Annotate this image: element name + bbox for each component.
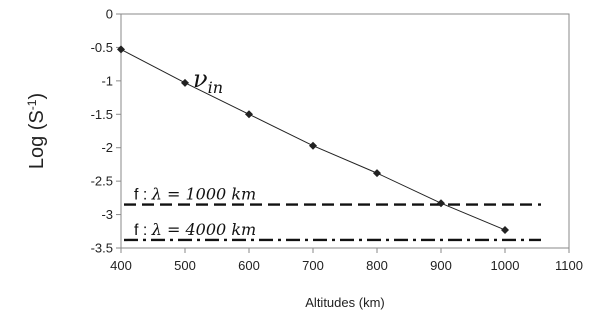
y-tick-label: -0.5 [91,40,113,55]
hline-label-lambda: λ = 4000 [151,220,232,239]
y-tick-label: -3.5 [91,241,113,256]
y-tick-label: -1 [101,73,113,88]
series-group [117,45,509,234]
plot-frame [120,13,570,249]
data-point [117,45,125,54]
x-tick-label: 500 [174,258,196,273]
x-tick-label: 700 [302,258,324,273]
x-axis-title: Altitudes (km) [305,295,384,310]
reference-lines [124,203,541,242]
x-tick-label: 1000 [491,258,520,273]
y-tick-label: -3 [101,207,113,222]
series-label: νin [193,65,223,97]
y-tick-label: -2.5 [91,174,113,189]
y-tick-label: -2 [101,140,113,155]
axes: 400 500 600 700 800 900 1000 1100 0 -0.5 -1 -1.5 -2 -… [25,7,583,311]
data-point [181,78,189,87]
data-point [437,199,445,208]
x-tick-label: 400 [110,258,132,273]
y-axis-title-close: ) [26,93,48,100]
hline-label-prefix: f : [134,222,152,239]
data-point [245,110,253,119]
y-tick-label: 0 [106,7,113,22]
hline-1000km-label: f : λ = 1000 km [134,185,256,204]
x-tick-label: 800 [366,258,388,273]
hline-label-unit: km [231,185,256,204]
series-label-main: ν [193,65,208,93]
x-tick-label: 600 [238,258,260,273]
data-point [501,225,509,234]
hline-4000km-label: f : λ = 4000 km [134,220,256,239]
series-label-subscript: in [208,78,223,97]
y-axis-title: Log (S-1) [25,93,48,169]
y-axis-title-superscript: -1 [25,99,39,110]
hline-label-lambda: λ = 1000 [151,185,232,204]
y-tick-label: -1.5 [91,107,113,122]
x-tick-label: 1100 [555,258,583,273]
hline-label-prefix: f : [134,187,152,204]
y-axis-title-main: Log (S [26,110,48,169]
hline-label-unit: km [231,220,256,239]
data-point [309,141,317,150]
x-tick-label: 900 [430,258,452,273]
data-point [373,169,381,178]
